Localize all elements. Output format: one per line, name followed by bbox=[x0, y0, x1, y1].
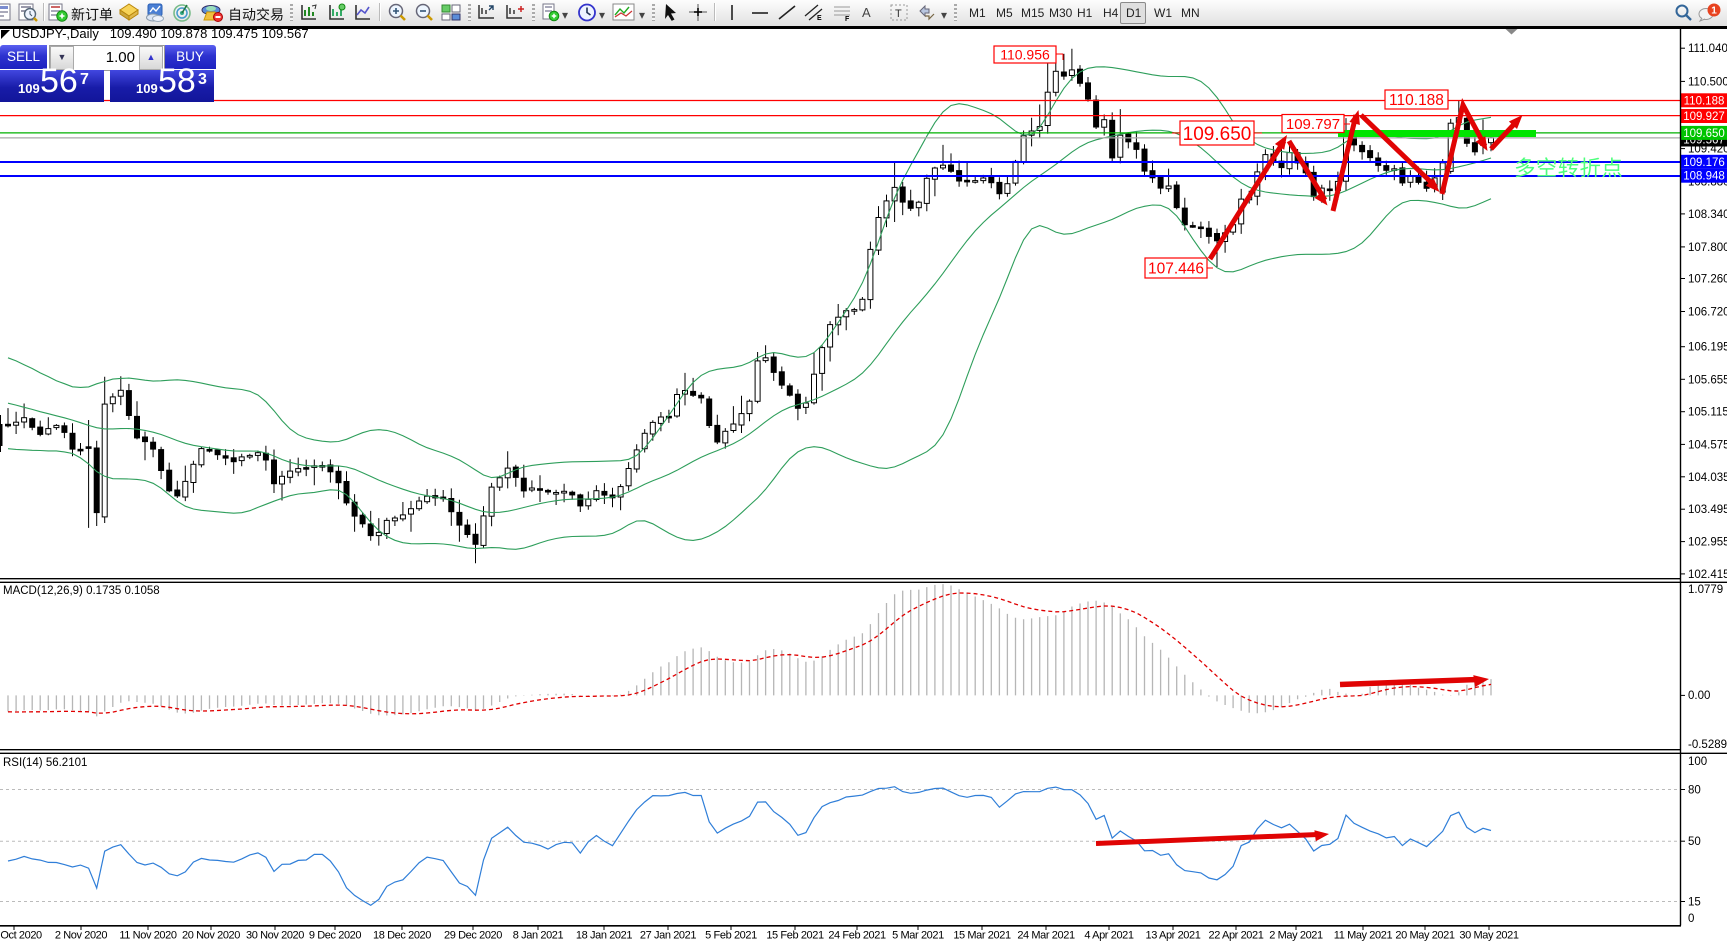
svg-text:8 Jan 2021: 8 Jan 2021 bbox=[513, 930, 564, 942]
svg-text:11 May 2021: 11 May 2021 bbox=[1334, 930, 1393, 942]
svg-text:-0.5289: -0.5289 bbox=[1688, 739, 1727, 751]
svg-text:106.720: 106.720 bbox=[1688, 307, 1727, 319]
svg-text:T: T bbox=[895, 8, 902, 20]
svg-text:24 Mar 2021: 24 Mar 2021 bbox=[1017, 930, 1075, 942]
svg-text:USDJPY-,Daily 109.490 109.87: USDJPY-,Daily 109.490 109.878 109.475 10… bbox=[12, 29, 309, 41]
svg-text:15 Feb 2021: 15 Feb 2021 bbox=[766, 930, 824, 942]
svg-text:107.260: 107.260 bbox=[1688, 274, 1727, 286]
svg-text:107.446: 107.446 bbox=[1148, 261, 1204, 278]
svg-text:E: E bbox=[817, 15, 822, 22]
svg-text:50: 50 bbox=[1688, 836, 1701, 848]
svg-text:109.650: 109.650 bbox=[1183, 124, 1252, 145]
svg-text:18 Dec 2020: 18 Dec 2020 bbox=[373, 930, 431, 942]
svg-text:1.0779: 1.0779 bbox=[1688, 584, 1723, 596]
svg-text:20 Nov 2020: 20 Nov 2020 bbox=[182, 930, 240, 942]
svg-text:23 Oct 2020: 23 Oct 2020 bbox=[0, 930, 42, 942]
svg-text:100: 100 bbox=[1688, 756, 1707, 768]
svg-text:110.188: 110.188 bbox=[1684, 95, 1725, 107]
svg-text:9 Dec 2020: 9 Dec 2020 bbox=[309, 930, 362, 942]
svg-text:109.176: 109.176 bbox=[1683, 157, 1725, 169]
svg-text:5 Mar 2021: 5 Mar 2021 bbox=[892, 930, 944, 942]
svg-text:80: 80 bbox=[1688, 785, 1701, 797]
svg-text:5 Feb 2021: 5 Feb 2021 bbox=[705, 930, 757, 942]
svg-text:108.340: 108.340 bbox=[1688, 209, 1727, 221]
svg-text:109.650: 109.650 bbox=[1683, 128, 1725, 140]
svg-text:109.420: 109.420 bbox=[1688, 144, 1727, 156]
svg-text:109.797: 109.797 bbox=[1286, 116, 1340, 133]
svg-text:108.948: 108.948 bbox=[1683, 171, 1725, 183]
svg-text:2 Nov 2020: 2 Nov 2020 bbox=[55, 930, 108, 942]
svg-text:102.955: 102.955 bbox=[1688, 537, 1727, 549]
svg-text:15 Mar 2021: 15 Mar 2021 bbox=[953, 930, 1011, 942]
svg-text:107.800: 107.800 bbox=[1688, 242, 1727, 254]
svg-text:110.500: 110.500 bbox=[1688, 76, 1727, 88]
svg-text:RSI(14) 56.2101: RSI(14) 56.2101 bbox=[3, 757, 87, 769]
svg-text:109.927: 109.927 bbox=[1683, 111, 1725, 123]
svg-text:105.655: 105.655 bbox=[1688, 374, 1727, 386]
svg-text:F: F bbox=[845, 16, 850, 22]
svg-text:13 Apr 2021: 13 Apr 2021 bbox=[1146, 930, 1201, 942]
svg-text:22 Apr 2021: 22 Apr 2021 bbox=[1209, 930, 1264, 942]
svg-text:24 Feb 2021: 24 Feb 2021 bbox=[828, 930, 886, 942]
svg-text:30 Nov 2020: 30 Nov 2020 bbox=[246, 930, 304, 942]
svg-text:110.188: 110.188 bbox=[1389, 92, 1444, 109]
svg-text:27 Jan 2021: 27 Jan 2021 bbox=[640, 930, 696, 942]
svg-text:104.035: 104.035 bbox=[1688, 472, 1727, 484]
svg-text:2 May 2021: 2 May 2021 bbox=[1269, 930, 1323, 942]
svg-text:105.115: 105.115 bbox=[1688, 407, 1727, 419]
svg-text:102.415: 102.415 bbox=[1688, 569, 1727, 581]
svg-text:20 May 2021: 20 May 2021 bbox=[1395, 930, 1454, 942]
svg-text:110.956: 110.956 bbox=[1000, 47, 1050, 63]
svg-text:29 Dec 2020: 29 Dec 2020 bbox=[444, 930, 502, 942]
svg-text:103.495: 103.495 bbox=[1688, 504, 1727, 516]
svg-text:MACD(12,26,9) 0.1735 0.1058: MACD(12,26,9) 0.1735 0.1058 bbox=[3, 585, 160, 597]
svg-text:0: 0 bbox=[1688, 913, 1694, 925]
svg-text:30 May 2021: 30 May 2021 bbox=[1459, 930, 1518, 942]
svg-text:106.195: 106.195 bbox=[1688, 342, 1727, 354]
svg-text:104.575: 104.575 bbox=[1688, 439, 1727, 451]
svg-text:4 Apr 2021: 4 Apr 2021 bbox=[1084, 930, 1133, 942]
svg-text:0.00: 0.00 bbox=[1688, 690, 1710, 702]
svg-text:11 Nov 2020: 11 Nov 2020 bbox=[119, 930, 176, 942]
svg-text:15: 15 bbox=[1688, 897, 1701, 909]
svg-text:18 Jan 2021: 18 Jan 2021 bbox=[576, 930, 632, 942]
svg-text:1: 1 bbox=[1711, 6, 1717, 17]
svg-text:111.040: 111.040 bbox=[1688, 43, 1727, 55]
